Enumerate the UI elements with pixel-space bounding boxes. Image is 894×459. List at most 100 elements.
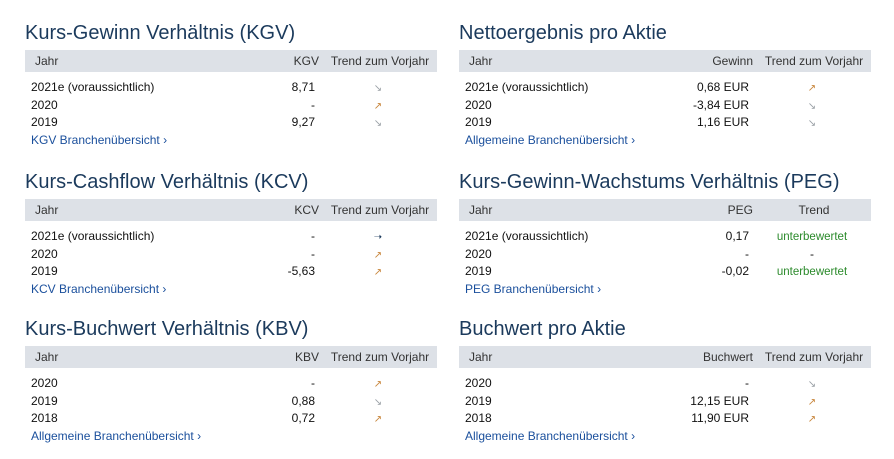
table-row: 2020 - ↘ — [459, 374, 871, 392]
panel-buchwert: Buchwert pro Aktie Jahr Buchwert Trend z… — [459, 316, 871, 444]
panel-title: Kurs-Cashflow Verhältnis (KCV) — [25, 171, 309, 193]
row-year: 2021e (voraussichtlich) — [31, 228, 155, 243]
trend-down-icon: ↘ — [373, 396, 383, 408]
branch-overview-link[interactable]: Allgemeine Branchenübersicht › — [465, 429, 636, 444]
header-value: KBV — [294, 350, 319, 364]
table-row: 2021e (voraussichtlich) 0,68 EUR ↗ — [459, 78, 871, 96]
row-year: 2019 — [465, 115, 492, 130]
row-value: 0,72 — [291, 411, 315, 426]
row-trend-cell: ↘ — [315, 80, 437, 94]
row-trend-cell: ↗ — [315, 98, 437, 112]
table-row: 2019 -0,02 unterbewertet — [459, 262, 871, 280]
panel-title: Buchwert pro Aktie — [459, 318, 626, 340]
table-row: 2019 9,27 ↘ — [25, 113, 437, 131]
header-year: Jahr — [35, 203, 59, 217]
trend-rating: unterbewertet — [776, 266, 848, 279]
panel-title: Kurs-Buchwert Verhältnis (KBV) — [25, 318, 309, 340]
header-year: Jahr — [469, 350, 493, 364]
row-value: 11,90 EUR — [691, 411, 749, 426]
trend-down-icon: ↘ — [373, 118, 383, 130]
branch-overview-link[interactable]: PEG Branchenübersicht › — [465, 282, 602, 297]
header-value: KCV — [294, 203, 319, 217]
table-row: 2018 0,72 ↗ — [25, 409, 437, 427]
row-year: 2020 — [465, 246, 492, 261]
trend-down-icon: ↘ — [373, 82, 383, 94]
table-row: 2021e (voraussichtlich) 8,71 ↘ — [25, 78, 437, 96]
panel-kgv: Kurs-Gewinn Verhältnis (KGV) Jahr KGV Tr… — [25, 20, 437, 148]
trend-down-icon: ↘ — [807, 378, 817, 390]
row-year: 2018 — [31, 411, 58, 426]
panel-netto: Nettoergebnis pro Aktie Jahr Gewinn Tren… — [459, 20, 871, 148]
row-trend-cell: ↘ — [315, 394, 437, 408]
row-trend-cell: ↗ — [749, 411, 871, 425]
table-row: 2021e (voraussichtlich) 0,17 unterbewert… — [459, 227, 871, 245]
row-value: 0,17 — [725, 228, 749, 243]
header-trend: Trend zum Vorjahr — [764, 54, 864, 68]
row-value: 8,71 — [291, 79, 315, 94]
table-body: 2021e (voraussichtlich) 0,17 unterbewert… — [459, 227, 871, 280]
trend-rating: unterbewertet — [776, 230, 848, 243]
row-year: 2021e (voraussichtlich) — [31, 79, 155, 94]
branch-overview-link[interactable]: Allgemeine Branchenübersicht › — [465, 133, 636, 148]
header-value: PEG — [727, 203, 753, 217]
row-year: 2019 — [31, 393, 58, 408]
row-year: 2020 — [31, 375, 58, 390]
row-trend-cell: - — [749, 247, 871, 261]
table-header: Jahr Buchwert Trend zum Vorjahr — [459, 346, 871, 368]
header-trend: Trend zum Vorjahr — [330, 350, 430, 364]
trend-up-icon: ↗ — [807, 414, 817, 426]
row-trend-cell: unterbewertet — [749, 264, 871, 278]
row-trend-cell: unterbewertet — [749, 229, 871, 243]
trend-down-icon: ↘ — [807, 100, 817, 112]
header-trend: Trend zum Vorjahr — [330, 203, 430, 217]
table-header: Jahr Gewinn Trend zum Vorjahr — [459, 50, 871, 72]
trend-text: - — [810, 246, 814, 261]
row-value: -0,02 — [721, 264, 749, 279]
branch-overview-link[interactable]: Allgemeine Branchenübersicht › — [31, 429, 202, 444]
trend-up-icon: ↗ — [373, 378, 383, 390]
row-trend-cell: ↗ — [749, 394, 871, 408]
row-year: 2019 — [31, 264, 58, 279]
row-year: 2021e (voraussichtlich) — [465, 79, 589, 94]
row-value: - — [311, 228, 315, 243]
header-trend: Trend zum Vorjahr — [330, 54, 430, 68]
trend-down-icon: ↘ — [807, 118, 817, 130]
row-value: - — [745, 246, 749, 261]
table-row: 2019 1,16 EUR ↘ — [459, 113, 871, 131]
header-value: KGV — [293, 54, 319, 68]
trend-up-icon: ↗ — [807, 396, 817, 408]
row-year: 2020 — [31, 97, 58, 112]
branch-overview-link[interactable]: KCV Branchenübersicht › — [31, 282, 167, 297]
trend-up-icon: ↗ — [373, 100, 383, 112]
row-value: 0,88 — [291, 393, 315, 408]
header-trend: Trend — [798, 203, 830, 217]
row-trend-cell: ↗ — [315, 376, 437, 390]
row-value: - — [311, 375, 315, 390]
row-trend-cell: ↘ — [749, 98, 871, 112]
panel-title: Nettoergebnis pro Aktie — [459, 22, 667, 44]
row-trend-cell: ↗ — [749, 80, 871, 94]
trend-flat-icon: ➝ — [373, 231, 383, 243]
panel-title: Kurs-Gewinn-Wachstums Verhältnis (PEG) — [459, 171, 840, 193]
row-value: - — [745, 375, 749, 390]
row-value: - — [311, 246, 315, 261]
table-row: 2019 0,88 ↘ — [25, 392, 437, 410]
table-row: 2020 -3,84 EUR ↘ — [459, 96, 871, 114]
header-value: Gewinn — [712, 54, 753, 68]
table-row: 2018 11,90 EUR ↗ — [459, 409, 871, 427]
table-body: 2021e (voraussichtlich) - ➝ 2020 - ↗ 201… — [25, 227, 437, 280]
row-year: 2019 — [465, 264, 492, 279]
table-row: 2021e (voraussichtlich) - ➝ — [25, 227, 437, 245]
row-trend-cell: ↗ — [315, 264, 437, 278]
header-trend: Trend zum Vorjahr — [764, 350, 864, 364]
table-body: 2020 - ↗ 2019 0,88 ↘ 2018 0,72 ↗ — [25, 374, 437, 427]
branch-overview-link[interactable]: KGV Branchenübersicht › — [31, 133, 168, 148]
row-value: -3,84 EUR — [692, 97, 749, 112]
table-row: 2020 - ↗ — [25, 96, 437, 114]
table-row: 2019 -5,63 ↗ — [25, 262, 437, 280]
table-body: 2020 - ↘ 2019 12,15 EUR ↗ 2018 11,90 EUR… — [459, 374, 871, 427]
row-year: 2020 — [465, 97, 492, 112]
table-header: Jahr KCV Trend zum Vorjahr — [25, 199, 437, 221]
table-body: 2021e (voraussichtlich) 8,71 ↘ 2020 - ↗ … — [25, 78, 437, 131]
table-header: Jahr PEG Trend — [459, 199, 871, 221]
